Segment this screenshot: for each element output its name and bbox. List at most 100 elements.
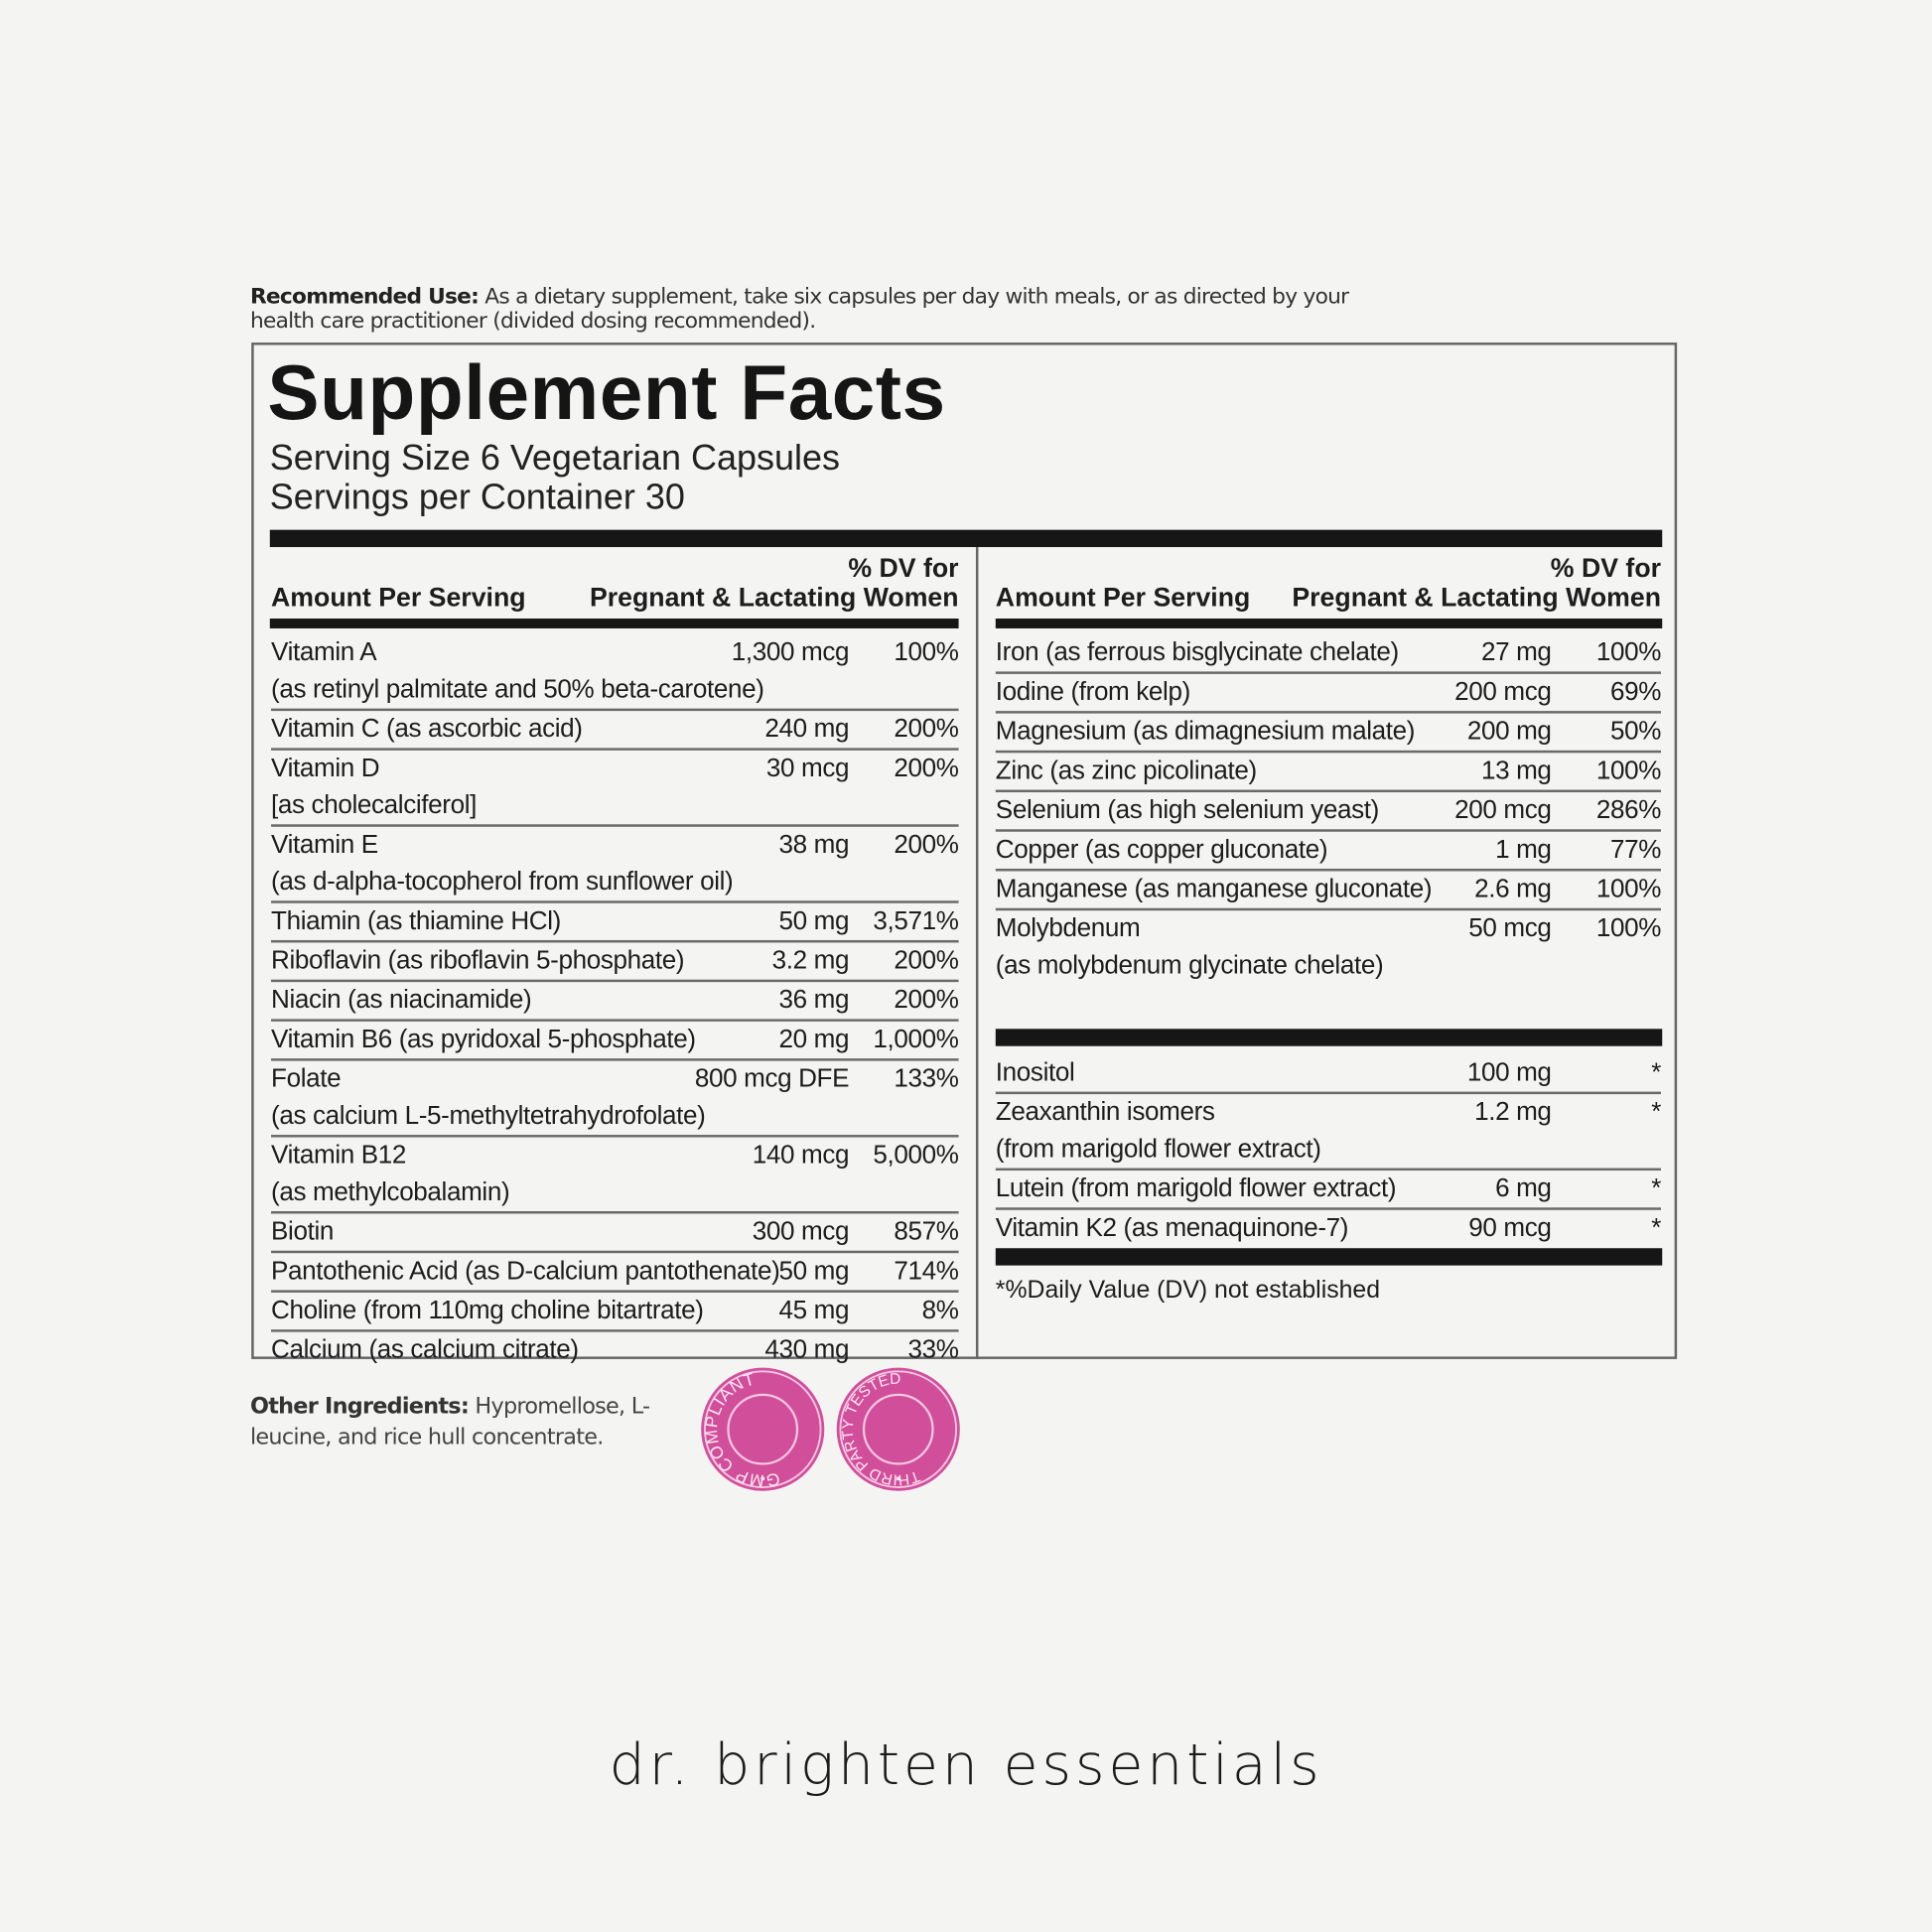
nutrient-row: Zeaxanthin isomers 1.2 mg * (from marigold …	[995, 1094, 1662, 1172]
nutrient-row: Pantothenic Acid (as D-calcium pantothen…	[271, 1253, 959, 1293]
nutrient-dv: 33%	[907, 1335, 959, 1364]
nutrient-amount: 3.2 mg	[771, 946, 850, 975]
third-party-tested-seal-icon: THIRD PARTY TESTED	[836, 1367, 960, 1491]
nutrient-amount: 50 mg	[778, 1256, 850, 1286]
left-header-amount: Amount Per Serving	[271, 583, 526, 613]
nutrient-amount: 38 mg	[778, 830, 850, 860]
nutrient-row: Zinc (as zinc picolinate) 13 mg 100%	[995, 753, 1662, 793]
nutrient-amount: 1.2 mg	[1474, 1097, 1552, 1127]
nutrient-row: Vitamin B12 140 mcg 5,000% (as methylcobala…	[271, 1138, 959, 1214]
nutrient-dv: 133%	[894, 1064, 959, 1093]
nutrient-row: Lutein (from marigold flower extract) 6 m…	[995, 1171, 1661, 1210]
nutrient-dv: 200%	[894, 946, 959, 975]
nutrient-dv: 100%	[1595, 913, 1662, 943]
recommended-use-text: As a dietary supplement, take six capsul…	[249, 284, 1349, 335]
servings-per-container: Servings per Container 30	[269, 478, 685, 518]
nutrient-amount: 13 mg	[1480, 757, 1552, 785]
thick-divider	[269, 529, 1663, 548]
nutrient-amount: 1 mg	[1495, 835, 1552, 865]
nutrient-name: Zinc (as zinc picolinate)	[995, 757, 1257, 785]
nutrient-name: Copper (as copper gluconate)	[995, 835, 1328, 865]
nutrient-name: Molybdenum	[995, 913, 1141, 943]
nutrient-amount: 200 mg	[1466, 717, 1552, 746]
header-rule-right	[995, 619, 1663, 628]
nutrient-name: Niacin (as niacinamide)	[271, 985, 532, 1015]
nutrient-dv: 100%	[1595, 637, 1662, 667]
nutrient-dv: 1,000%	[873, 1025, 959, 1054]
nutrient-row: Calcium (as calcium citrate) 430 mg 33%	[271, 1332, 959, 1369]
dv-line1: % DV for	[848, 553, 959, 584]
nutrient-dv: 200%	[894, 830, 959, 860]
nutrient-row: Vitamin B6 (as pyridoxal 5-phosphate) 20 …	[271, 1022, 959, 1061]
other-ingredient-list: Inositol 100 mg * Zeaxanthin isomers 1.2 mg *…	[995, 1054, 1662, 1247]
recommended-use: Recommended Use: As a dietary supplement…	[250, 285, 1384, 335]
header-rule-left	[269, 619, 959, 628]
nutrient-row: Selenium (as high selenium yeast) 200 mcg…	[995, 792, 1662, 832]
nutrient-dv: 3,571%	[873, 906, 959, 935]
nutrient-name: Vitamin K2 (as menaquinone-7)	[995, 1213, 1349, 1243]
nutrient-dv: 100%	[894, 637, 959, 667]
nutrient-row: Manganese (as manganese gluconate) 2.6 mg…	[995, 871, 1661, 911]
nutrient-row: Thiamin (as thiamine HCl) 50 mg 3,571%	[271, 903, 959, 943]
nutrient-name: Biotin	[271, 1217, 335, 1246]
nutrient-dv: *	[1651, 1213, 1662, 1243]
nutrient-amount: 30 mcg	[765, 754, 850, 783]
nutrient-dv: 77%	[1609, 835, 1662, 865]
nutrient-amount: 140 mcg	[752, 1141, 850, 1170]
right-header-dv: % DV for Pregnant & Lactating Women	[1282, 553, 1661, 613]
nutrient-row: Inositol 100 mg *	[995, 1054, 1662, 1095]
brand-wordmark: dr. brighten essentials	[609, 1730, 1323, 1798]
supplement-facts-panel	[251, 343, 1678, 1359]
nutrient-dv: 286%	[1595, 795, 1662, 825]
nutrient-amount: 300 mcg	[752, 1217, 850, 1246]
nutrient-amount: 430 mg	[764, 1335, 850, 1364]
nutrient-row: Vitamin E 38 mg 200% (as d-alpha-tocopherol…	[271, 827, 959, 903]
nutrient-amount: 6 mg	[1495, 1173, 1552, 1203]
nutrient-row: Vitamin C (as ascorbic acid) 240 mg 200%	[271, 711, 959, 751]
nutrient-row: Niacin (as niacinamide) 36 mg 200%	[271, 982, 959, 1022]
nutrient-row: Iron (as ferrous bisglycinate chelate) 27…	[995, 634, 1662, 674]
nutrient-amount: 800 mcg DFE	[694, 1064, 850, 1093]
nutrient-row: Vitamin D 30 mcg 200% [as cholecalciferol]	[271, 751, 959, 827]
nutrient-name: Vitamin E	[271, 830, 378, 860]
nutrient-row: Choline (from 110mg choline bitartrate) 4…	[271, 1293, 959, 1332]
dv-line2: Pregnant & Lactating Women	[1292, 583, 1662, 613]
gmp-compliant-seal-icon: GMP COMPLIANT	[701, 1367, 825, 1491]
nutrient-source: (as molybdenum glycinate chelate)	[995, 951, 1384, 980]
recommended-use-label: Recommended Use:	[249, 284, 480, 310]
nutrient-name: Calcium (as calcium citrate)	[271, 1335, 579, 1364]
nutrient-row: Molybdenum 50 mcg 100% (as molybdenum glyci…	[995, 910, 1662, 984]
nutrient-name: Folate	[271, 1064, 342, 1093]
nutrient-row: Riboflavin (as riboflavin 5-phosphate) 3.…	[271, 942, 959, 983]
nutrient-name: Manganese (as manganese gluconate)	[995, 875, 1433, 903]
nutrient-amount: 20 mg	[778, 1025, 850, 1054]
nutrient-dv: 200%	[894, 985, 959, 1015]
nutrient-amount: 90 mcg	[1468, 1213, 1552, 1243]
nutrient-amount: 45 mg	[778, 1296, 850, 1325]
nutrient-dv: *	[1651, 1097, 1662, 1127]
nutrient-dv: 50%	[1609, 717, 1662, 746]
nutrient-amount: 2.6 mg	[1474, 875, 1552, 903]
nutrient-name: Vitamin B6 (as pyridoxal 5-phosphate)	[271, 1025, 696, 1054]
nutrient-amount: 27 mg	[1480, 637, 1552, 667]
other-ingredients-text: Hypromellose, L-leucine, and rice hull c…	[249, 1393, 650, 1450]
nutrient-name: Vitamin C (as ascorbic acid)	[271, 714, 583, 744]
nutrient-name: Iron (as ferrous bisglycinate chelate)	[995, 637, 1399, 667]
nutrient-source: [as cholecalciferol]	[271, 790, 477, 820]
right-header-amount: Amount Per Serving	[995, 583, 1251, 613]
left-nutrient-list: Vitamin A 1,300 mcg 100% (as retinyl palmit…	[271, 634, 959, 1369]
nutrient-name: Vitamin D	[271, 754, 380, 783]
nutrient-row: Vitamin K2 (as menaquinone-7) 90 mcg *	[995, 1210, 1662, 1247]
nutrient-name: Pantothenic Acid (as D-calcium pantothen…	[271, 1256, 780, 1286]
nutrient-name: Lutein (from marigold flower extract)	[995, 1173, 1397, 1203]
nutrient-name: Riboflavin (as riboflavin 5-phosphate)	[271, 946, 685, 975]
nutrient-amount: 240 mg	[764, 714, 850, 744]
thick-divider-other	[995, 1029, 1663, 1046]
nutrient-row: Folate 800 mcg DFE 133% (as calcium L-5-met…	[271, 1061, 959, 1138]
nutrient-dv: 100%	[1595, 757, 1662, 785]
nutrient-dv: *	[1651, 1058, 1662, 1087]
nutrient-amount: 50 mcg	[1468, 913, 1552, 943]
panel-title: Supplement Facts	[267, 349, 946, 437]
nutrient-row: Biotin 300 mcg 857%	[271, 1213, 959, 1254]
dv-line1: % DV for	[1550, 553, 1662, 584]
